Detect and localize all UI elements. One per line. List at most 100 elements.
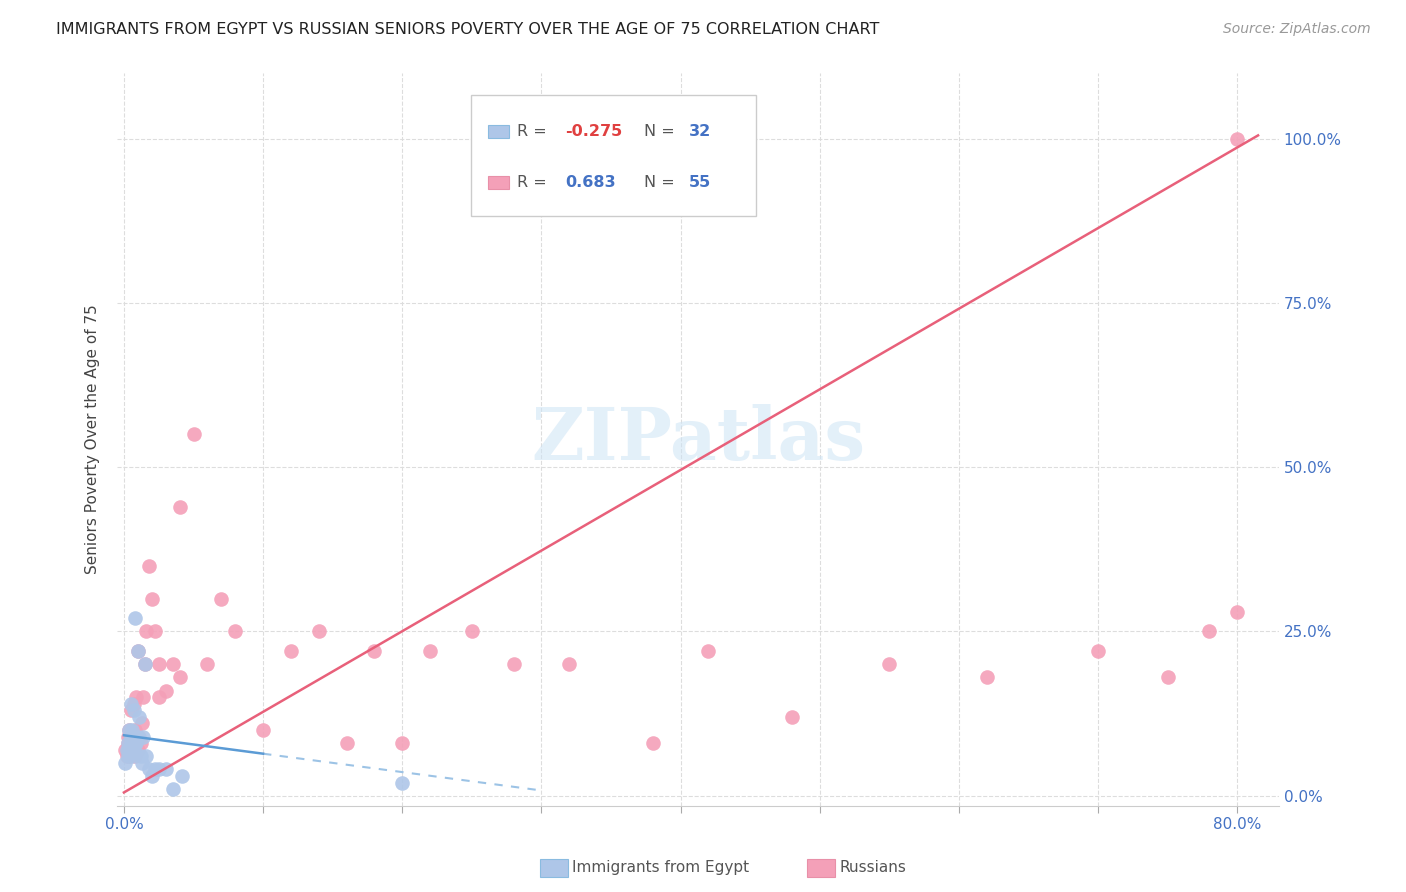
Point: [558, 657, 581, 672]
Point: [120, 736, 142, 750]
Text: N =: N =: [644, 124, 681, 139]
Point: [120, 743, 142, 757]
Point: [1087, 644, 1109, 658]
Point: [169, 500, 191, 514]
Point: [141, 769, 163, 783]
Point: [209, 591, 232, 606]
Point: [127, 644, 149, 658]
Point: [502, 657, 524, 672]
Point: [224, 624, 246, 639]
Point: [120, 703, 142, 717]
Point: [118, 749, 141, 764]
Point: [461, 624, 484, 639]
Point: [128, 710, 150, 724]
Text: ZIPatlas: ZIPatlas: [531, 404, 865, 475]
Point: [127, 743, 149, 757]
Point: [141, 591, 163, 606]
Point: [122, 697, 145, 711]
FancyBboxPatch shape: [471, 95, 756, 216]
Y-axis label: Seniors Poverty Over the Age of 75: Seniors Poverty Over the Age of 75: [86, 304, 100, 574]
FancyBboxPatch shape: [488, 177, 509, 189]
Point: [134, 657, 156, 672]
Point: [127, 730, 149, 744]
Point: [118, 743, 141, 757]
Text: N =: N =: [644, 176, 681, 190]
Point: [128, 730, 150, 744]
Point: [641, 736, 664, 750]
Point: [124, 723, 146, 737]
Point: [1198, 624, 1220, 639]
Point: [121, 723, 143, 737]
Point: [148, 690, 170, 705]
Point: [120, 730, 142, 744]
Point: [138, 763, 160, 777]
Point: [114, 756, 136, 770]
Point: [143, 624, 166, 639]
Point: [155, 683, 177, 698]
Point: [162, 657, 184, 672]
Point: [131, 756, 153, 770]
Text: R =: R =: [516, 124, 551, 139]
Point: [124, 749, 146, 764]
Point: [780, 710, 803, 724]
Point: [1226, 605, 1249, 619]
Point: [124, 736, 146, 750]
Point: [122, 703, 145, 717]
Point: [117, 736, 139, 750]
Point: [132, 690, 155, 705]
Point: [363, 644, 385, 658]
FancyBboxPatch shape: [488, 125, 509, 138]
Point: [124, 611, 146, 625]
Text: 32: 32: [689, 124, 711, 139]
Point: [122, 730, 145, 744]
Point: [125, 736, 148, 750]
Point: [114, 743, 136, 757]
Point: [183, 427, 205, 442]
Point: [391, 775, 413, 789]
Point: [1226, 131, 1249, 145]
Point: [115, 743, 138, 757]
Point: [129, 749, 152, 764]
Text: IMMIGRANTS FROM EGYPT VS RUSSIAN SENIORS POVERTY OVER THE AGE OF 75 CORRELATION : IMMIGRANTS FROM EGYPT VS RUSSIAN SENIORS…: [56, 22, 880, 37]
Point: [391, 736, 413, 750]
Point: [118, 723, 141, 737]
Text: -0.275: -0.275: [565, 124, 623, 139]
Point: [335, 736, 357, 750]
Point: [117, 749, 139, 764]
Point: [308, 624, 330, 639]
Point: [148, 763, 170, 777]
Point: [162, 782, 184, 797]
Point: [976, 670, 998, 684]
Point: [117, 730, 139, 744]
Text: Source: ZipAtlas.com: Source: ZipAtlas.com: [1223, 22, 1371, 37]
Point: [115, 749, 138, 764]
Point: [169, 670, 191, 684]
Point: [118, 723, 141, 737]
Point: [280, 644, 302, 658]
Text: 55: 55: [689, 176, 711, 190]
Point: [148, 657, 170, 672]
Point: [135, 749, 157, 764]
Point: [122, 743, 145, 757]
Point: [877, 657, 900, 672]
Text: Russians: Russians: [839, 860, 907, 874]
Text: 0.683: 0.683: [565, 176, 616, 190]
Point: [138, 558, 160, 573]
Point: [197, 657, 219, 672]
Point: [172, 769, 194, 783]
Point: [117, 736, 139, 750]
Point: [129, 736, 152, 750]
Point: [125, 690, 148, 705]
Text: Immigrants from Egypt: Immigrants from Egypt: [572, 860, 749, 874]
Point: [134, 657, 156, 672]
Point: [1156, 670, 1178, 684]
Point: [121, 736, 143, 750]
Point: [131, 716, 153, 731]
Point: [697, 644, 720, 658]
Point: [121, 749, 143, 764]
Point: [127, 644, 149, 658]
Point: [252, 723, 274, 737]
Point: [132, 730, 155, 744]
Point: [120, 697, 142, 711]
Point: [143, 763, 166, 777]
